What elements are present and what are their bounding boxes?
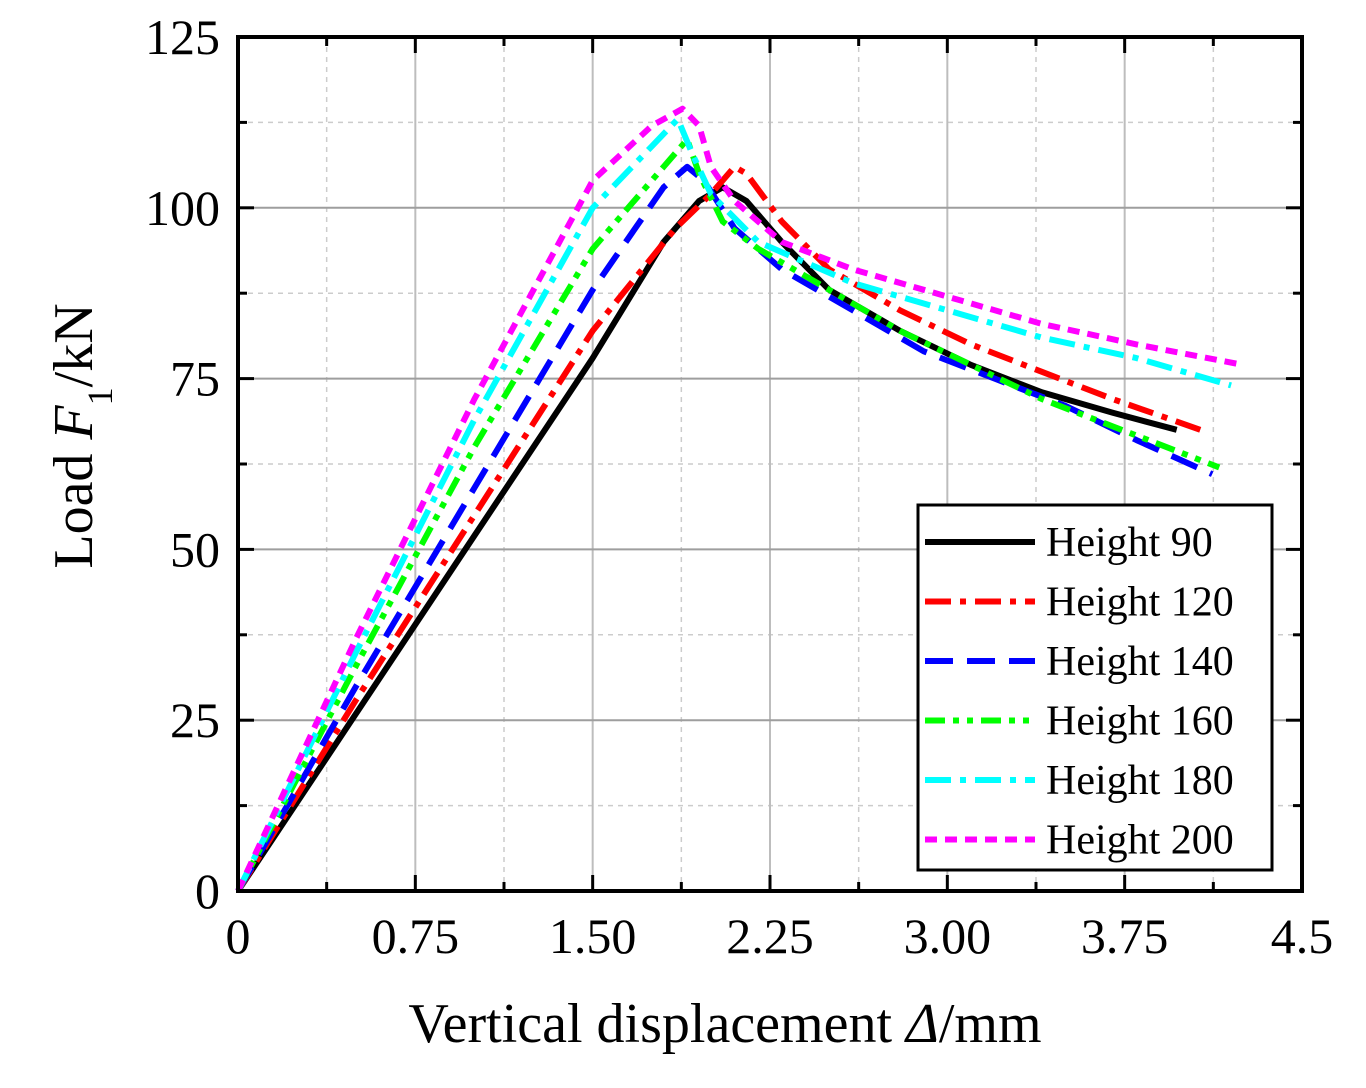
legend-label: Height 160 xyxy=(1046,699,1234,745)
series-line-height-90 xyxy=(235,184,1178,893)
x-axis-title-symbol: Δ xyxy=(904,993,939,1055)
series-line-height-180 xyxy=(235,116,1232,893)
y-tick-label: 125 xyxy=(145,9,220,65)
y-axis-title-subscript: 1 xyxy=(80,387,120,405)
legend-items: Height 90 Height 120 Height 140 Height 160 H… xyxy=(925,520,1234,864)
y-tick-label: 75 xyxy=(170,351,220,407)
x-tick-label: 2.25 xyxy=(726,908,814,964)
y-axis-title-symbol: F xyxy=(43,405,105,441)
x-tick-label: 0.75 xyxy=(372,908,460,964)
y-tick-label: 100 xyxy=(145,180,220,236)
axis-ticks xyxy=(236,35,1304,893)
y-axis-title: Load F1/kN xyxy=(43,303,120,568)
legend-label: Height 90 xyxy=(1046,520,1213,566)
legend-label: Height 180 xyxy=(1046,758,1234,804)
y-tick-label: 50 xyxy=(170,521,220,577)
series-lines xyxy=(235,105,1244,893)
x-axis-title-prefix: Vertical displacement xyxy=(408,993,906,1055)
legend-label: Height 120 xyxy=(1046,580,1234,626)
x-tick-label: 3.75 xyxy=(1081,908,1169,964)
y-tick-label: 0 xyxy=(195,863,220,919)
legend-label: Height 200 xyxy=(1046,818,1234,864)
tick-labels: 0 0.75 1.50 2.25 3.00 3.75 4.5 0 25 50 75 100 125 xyxy=(145,9,1333,964)
x-axis-title-suffix: /mm xyxy=(939,993,1042,1055)
x-tick-label: 1.50 xyxy=(549,908,637,964)
y-tick-label: 25 xyxy=(170,692,220,748)
legend-box xyxy=(916,503,1274,872)
y-axis-title-prefix: Load xyxy=(43,440,105,569)
legend-label: Height 140 xyxy=(1046,639,1234,685)
x-tick-label: 0 xyxy=(226,908,251,964)
y-axis-title-suffix: /kN xyxy=(43,303,105,387)
series-line-height-160 xyxy=(235,136,1221,893)
legend: Height 90 Height 120 Height 140 Height 160 H… xyxy=(916,503,1274,872)
x-axis-title: Vertical displacement Δ/mm xyxy=(408,993,1041,1055)
series-line-height-200 xyxy=(235,105,1244,893)
x-tick-label: 3.00 xyxy=(904,908,992,964)
x-tick-label: 4.5 xyxy=(1271,908,1334,964)
series-line-height-120 xyxy=(235,163,1202,893)
